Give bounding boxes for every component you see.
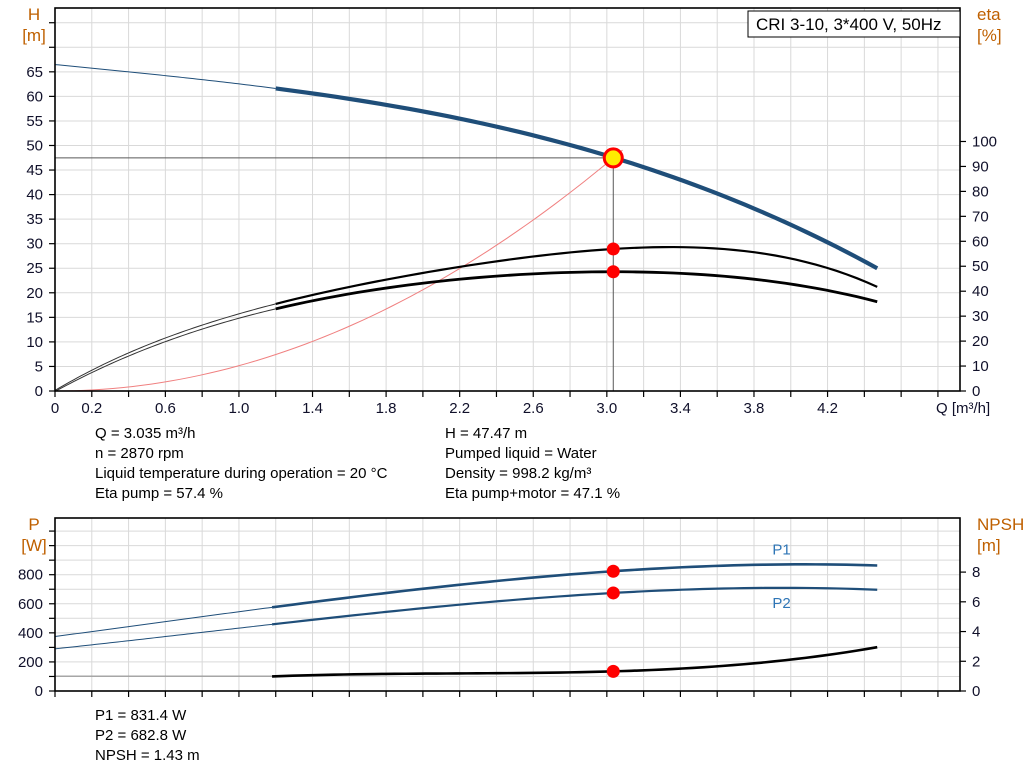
svg-text:P1: P1 bbox=[772, 542, 790, 559]
svg-text:90: 90 bbox=[972, 158, 989, 175]
svg-text:8: 8 bbox=[972, 564, 980, 581]
svg-text:600: 600 bbox=[18, 596, 43, 613]
svg-text:200: 200 bbox=[18, 654, 43, 671]
svg-text:45: 45 bbox=[26, 162, 43, 179]
svg-text:NPSH: NPSH bbox=[977, 515, 1024, 534]
svg-text:CRI 3-10, 3*400 V, 50Hz: CRI 3-10, 3*400 V, 50Hz bbox=[756, 15, 942, 34]
svg-text:4: 4 bbox=[972, 624, 980, 641]
svg-text:35: 35 bbox=[26, 211, 43, 228]
svg-text:4.2: 4.2 bbox=[817, 400, 838, 417]
svg-text:[%]: [%] bbox=[977, 26, 1002, 45]
svg-text:80: 80 bbox=[972, 183, 989, 200]
svg-text:20: 20 bbox=[972, 333, 989, 350]
svg-text:40: 40 bbox=[972, 283, 989, 300]
svg-text:65: 65 bbox=[26, 64, 43, 81]
svg-text:50: 50 bbox=[26, 137, 43, 154]
svg-text:3.8: 3.8 bbox=[744, 400, 765, 417]
svg-text:2.2: 2.2 bbox=[449, 400, 470, 417]
svg-text:20: 20 bbox=[26, 285, 43, 302]
svg-text:10: 10 bbox=[972, 358, 989, 375]
svg-text:P2: P2 bbox=[772, 595, 790, 612]
svg-text:H: H bbox=[28, 5, 40, 24]
svg-text:70: 70 bbox=[972, 208, 989, 225]
svg-text:1.8: 1.8 bbox=[376, 400, 397, 417]
svg-text:30: 30 bbox=[26, 236, 43, 253]
svg-text:15: 15 bbox=[26, 309, 43, 326]
svg-text:5: 5 bbox=[35, 358, 43, 375]
svg-text:800: 800 bbox=[18, 567, 43, 584]
svg-text:0: 0 bbox=[35, 683, 43, 700]
svg-text:0: 0 bbox=[972, 383, 980, 400]
svg-text:1.4: 1.4 bbox=[302, 400, 323, 417]
svg-text:50: 50 bbox=[972, 258, 989, 275]
svg-text:1.0: 1.0 bbox=[229, 400, 250, 417]
svg-text:P: P bbox=[28, 515, 39, 534]
svg-text:3.4: 3.4 bbox=[670, 400, 691, 417]
svg-text:0: 0 bbox=[972, 683, 980, 700]
svg-text:[W]: [W] bbox=[21, 536, 47, 555]
svg-text:400: 400 bbox=[18, 625, 43, 642]
svg-text:100: 100 bbox=[972, 133, 997, 150]
svg-text:[m]: [m] bbox=[22, 26, 46, 45]
svg-text:eta: eta bbox=[977, 5, 1001, 24]
svg-text:2.6: 2.6 bbox=[523, 400, 544, 417]
svg-text:10: 10 bbox=[26, 334, 43, 351]
svg-text:0: 0 bbox=[51, 400, 59, 417]
svg-text:6: 6 bbox=[972, 594, 980, 611]
svg-text:55: 55 bbox=[26, 113, 43, 130]
svg-text:0.6: 0.6 bbox=[155, 400, 176, 417]
svg-text:60: 60 bbox=[26, 88, 43, 105]
svg-text:30: 30 bbox=[972, 308, 989, 325]
svg-text:0: 0 bbox=[35, 383, 43, 400]
svg-text:40: 40 bbox=[26, 187, 43, 204]
svg-text:0.2: 0.2 bbox=[81, 400, 102, 417]
svg-text:Q [m³/h]: Q [m³/h] bbox=[936, 400, 990, 417]
svg-text:3.0: 3.0 bbox=[596, 400, 617, 417]
svg-text:[m]: [m] bbox=[977, 536, 1001, 555]
svg-text:2: 2 bbox=[972, 653, 980, 670]
svg-text:25: 25 bbox=[26, 260, 43, 277]
svg-text:60: 60 bbox=[972, 233, 989, 250]
